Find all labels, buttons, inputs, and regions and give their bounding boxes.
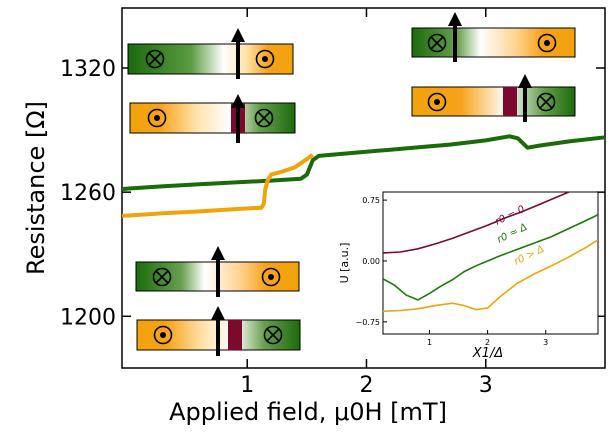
- main-series-group: [121, 134, 606, 218]
- domain-schematic-3: [411, 12, 576, 62]
- main-x-tick-label: 1: [240, 373, 254, 398]
- domain-schematic-6: [136, 306, 301, 356]
- main-y-tick-label: 1260: [60, 181, 116, 206]
- main-series-line-0: [121, 134, 606, 191]
- main-x-axis-label: Applied field, μ0H [mT]: [169, 398, 447, 426]
- domain-schematic-4: [411, 74, 576, 122]
- main-ticks: 1 2 3 1200 1260 1320: [60, 8, 605, 398]
- inset-y-tick-label: −0.75: [355, 318, 380, 327]
- main-y-tick-label: 1320: [60, 57, 116, 82]
- inset-x-axis-label: X1/Δ: [472, 346, 503, 361]
- main-x-tick-label: 2: [359, 373, 373, 398]
- domain-schematic-2: [129, 94, 296, 143]
- main-y-tick-label: 1200: [60, 305, 116, 330]
- inset-frame: [382, 191, 599, 335]
- inset-series-line-1: [383, 213, 598, 301]
- inset-x-tick-label: 1: [427, 338, 432, 347]
- inset-ticks: 1 2 3 −0.75 0.00 0.75: [355, 196, 548, 347]
- inset-series-group: [383, 192, 598, 313]
- main-series-line-1: [121, 153, 314, 218]
- inset-x-tick-label: 3: [543, 338, 548, 347]
- main-y-axis-label: Resistance [Ω]: [22, 101, 50, 275]
- domain-schematic-1: [127, 28, 294, 79]
- inset-x-tick-label: 2: [485, 338, 490, 347]
- inset-series-line-0: [383, 192, 572, 254]
- inset-y-tick-label: 0.75: [362, 196, 380, 205]
- inset-series-line-2: [383, 239, 598, 313]
- main-x-tick-label: 3: [479, 373, 493, 398]
- inset-y-axis-label: U [a.u.]: [338, 243, 351, 284]
- domain-schematic-5: [135, 246, 300, 297]
- inset-y-tick-label: 0.00: [362, 257, 380, 266]
